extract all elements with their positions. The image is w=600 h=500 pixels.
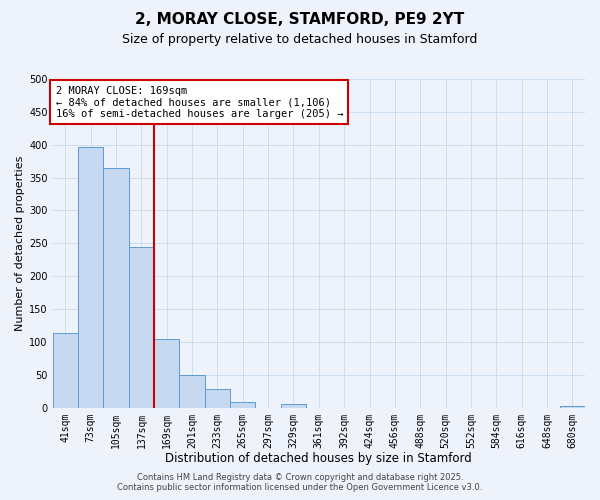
Bar [103,168,129,408]
Bar [53,334,78,407]
Text: 2, MORAY CLOSE, STAMFORD, PE9 2YT: 2, MORAY CLOSE, STAMFORD, PE9 2YT [136,12,464,28]
Text: 2 MORAY CLOSE: 169sqm
← 84% of detached houses are smaller (1,106)
16% of semi-d: 2 MORAY CLOSE: 169sqm ← 84% of detached … [56,86,343,119]
X-axis label: Distribution of detached houses by size in Stamford: Distribution of detached houses by size … [166,452,472,465]
Bar [78,146,103,408]
Bar [129,246,154,408]
Bar [179,375,205,408]
Y-axis label: Number of detached properties: Number of detached properties [15,156,25,331]
Bar [281,404,306,407]
Bar [205,388,230,407]
Bar [154,338,179,407]
Bar [230,402,256,407]
Text: Contains HM Land Registry data © Crown copyright and database right 2025.
Contai: Contains HM Land Registry data © Crown c… [118,473,482,492]
Bar [560,406,585,407]
Text: Size of property relative to detached houses in Stamford: Size of property relative to detached ho… [122,32,478,46]
